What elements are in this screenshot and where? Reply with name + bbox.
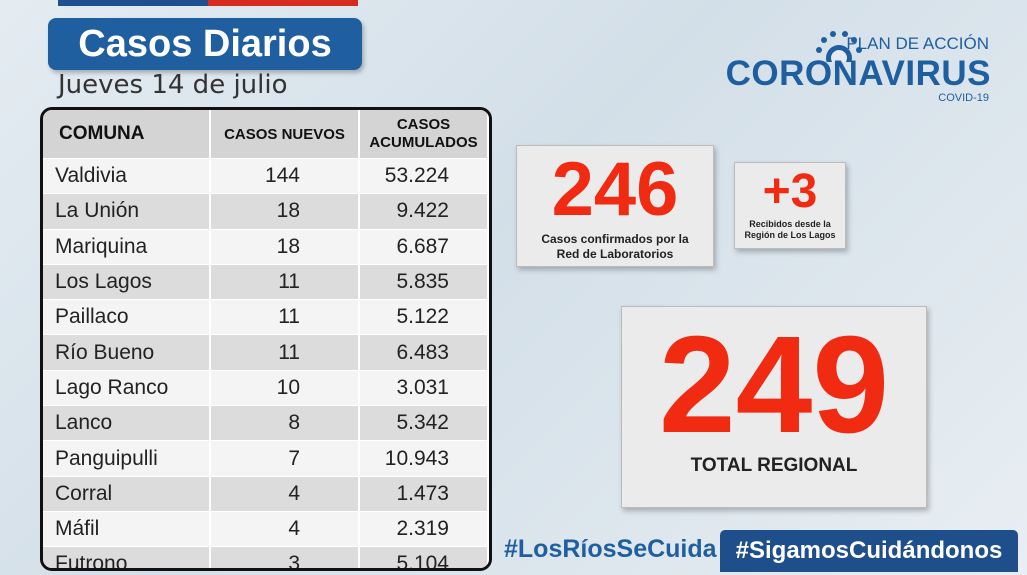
- new-cases-cell: 3: [210, 546, 360, 568]
- comuna-cell: Lanco: [43, 405, 211, 441]
- new-cases-cell: 10: [210, 369, 360, 406]
- comuna-cell: Paillaco: [43, 299, 211, 335]
- comuna-cell: La Unión: [43, 193, 211, 230]
- flag-stripe: [58, 0, 358, 6]
- received-cases-card: +3 Recibidos desde la Región de Los Lagos: [734, 162, 846, 249]
- total-cases-cell: 5.342: [359, 405, 489, 441]
- cases-table: COMUNA CASOS NUEVOS CASOS ACUMULADOS Vald…: [40, 107, 492, 571]
- lab-cases-label: Casos confirmados por la Red de Laborator…: [541, 232, 689, 261]
- comuna-cell: Panguipulli: [43, 440, 211, 477]
- hashtag-losrios: #LosRíosSeCuida: [504, 535, 717, 563]
- comuna-cell: Valdivia: [43, 157, 211, 194]
- table-row: Futrono 3 5.104: [43, 546, 489, 568]
- total-cases-cell: 6.483: [359, 334, 489, 371]
- new-cases-cell: 4: [210, 475, 360, 512]
- total-value: 249: [658, 308, 890, 462]
- total-cases-cell: 5.122: [359, 299, 489, 335]
- table-row: Panguipulli 7 10.943: [43, 440, 489, 477]
- header-casos-acumulados: CASOS ACUMULADOS: [359, 110, 489, 159]
- received-cases-value: +3: [762, 165, 818, 218]
- total-cases-cell: 3.031: [359, 369, 489, 406]
- comuna-cell: Los Lagos: [43, 263, 211, 300]
- total-label: TOTAL REGIONAL: [690, 455, 858, 476]
- new-cases-cell: 18: [210, 193, 360, 230]
- received-cases-label: Recibidos desde la Región de Los Lagos: [744, 219, 836, 240]
- header-comuna: COMUNA: [43, 110, 211, 159]
- new-cases-cell: 11: [210, 263, 360, 300]
- table-row: Río Bueno 11 6.483: [43, 334, 489, 371]
- total-cases-cell: 6.687: [359, 228, 489, 265]
- virus-icon: [816, 31, 862, 62]
- table-row: Lago Ranco 10 3.031: [43, 369, 489, 406]
- comuna-cell: Máfil: [43, 510, 211, 547]
- comuna-cell: Río Bueno: [43, 334, 211, 371]
- total-cases-cell: 5.835: [359, 263, 489, 300]
- comuna-cell: Futrono: [43, 546, 211, 568]
- logo-sub: COVID-19: [938, 92, 989, 104]
- date-label: Jueves 14 de julio: [58, 70, 288, 100]
- total-cases-cell: 10.943: [359, 440, 489, 477]
- comuna-cell: Lago Ranco: [43, 369, 211, 406]
- table-row: Paillaco 11 5.122: [43, 299, 489, 335]
- table-row: Mariquina 18 6.687: [43, 228, 489, 265]
- total-cases-cell: 9.422: [359, 193, 489, 230]
- comuna-cell: Mariquina: [43, 228, 211, 265]
- table-row: Lanco 8 5.342: [43, 405, 489, 441]
- table-row: Máfil 4 2.319: [43, 510, 489, 547]
- new-cases-cell: 144: [210, 157, 360, 194]
- new-cases-cell: 11: [210, 299, 360, 335]
- new-cases-cell: 11: [210, 334, 360, 371]
- table-row: La Unión 18 9.422: [43, 193, 489, 230]
- table-header-row: COMUNA CASOS NUEVOS CASOS ACUMULADOS: [43, 110, 489, 159]
- logo-name: CORONAVIRUS: [725, 54, 991, 93]
- coronavirus-logo: PLAN DE ACCIÓN CORONAVIRUS COVID-19: [726, 28, 991, 108]
- comuna-cell: Corral: [43, 475, 211, 512]
- logo-plan: PLAN DE ACCIÓN: [846, 34, 989, 53]
- total-cases-cell: 53.224: [359, 157, 489, 194]
- table-row: Corral 4 1.473: [43, 475, 489, 512]
- hashtag-sigamos: #SigamosCuidándonos: [720, 530, 1018, 572]
- new-cases-cell: 7: [210, 440, 360, 477]
- total-cases-cell: 1.473: [359, 475, 489, 512]
- total-cases-cell: 5.104: [359, 546, 489, 568]
- new-cases-cell: 8: [210, 405, 360, 441]
- new-cases-cell: 4: [210, 510, 360, 547]
- lab-cases-card: 246 Casos confirmados por la Red de Labor…: [516, 145, 714, 267]
- page-title: Casos Diarios: [48, 18, 362, 70]
- new-cases-cell: 18: [210, 228, 360, 265]
- table-row: Valdivia 144 53.224: [43, 157, 489, 194]
- lab-cases-value: 246: [551, 147, 679, 232]
- total-card: 249 TOTAL REGIONAL: [621, 306, 927, 508]
- header-casos-nuevos: CASOS NUEVOS: [210, 110, 360, 159]
- table-row: Los Lagos 11 5.835: [43, 263, 489, 300]
- total-cases-cell: 2.319: [359, 510, 489, 547]
